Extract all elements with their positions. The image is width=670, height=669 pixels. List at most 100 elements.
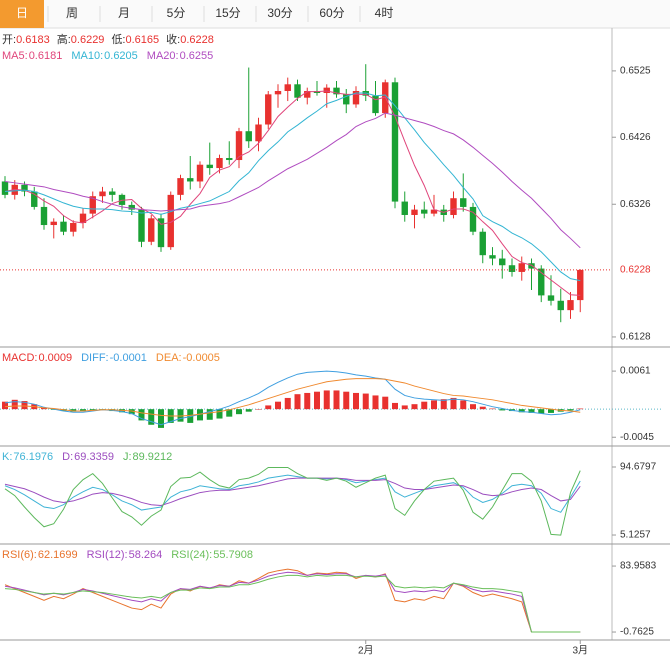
macd-bar xyxy=(528,409,535,413)
macd-bar xyxy=(333,390,340,410)
candle-body xyxy=(109,191,116,195)
macd-bar xyxy=(148,409,155,425)
tab-selected-bg xyxy=(0,0,44,28)
candle-body xyxy=(265,94,272,125)
y-tick-label: 0.6128 xyxy=(620,332,651,343)
legend-text: J: xyxy=(123,451,132,463)
indicator-line xyxy=(4,574,581,633)
macd-bar xyxy=(275,401,281,410)
macd-bar xyxy=(197,409,203,421)
candle-body xyxy=(430,209,438,214)
candle-body xyxy=(294,84,301,98)
legend-text: MACD: xyxy=(2,352,37,364)
macd-bar xyxy=(450,397,457,410)
legend-text: 76.1976 xyxy=(13,451,53,463)
macd-bar xyxy=(294,394,301,410)
candle-body xyxy=(167,194,174,248)
candle-body xyxy=(450,198,457,215)
legend-text: D: xyxy=(62,451,73,463)
legend-text: -0.0005 xyxy=(183,352,220,364)
last-price-label: 0.6228 xyxy=(620,265,651,276)
indicator-line xyxy=(4,571,581,633)
tab[interactable]: 15分 xyxy=(215,6,240,20)
macd-bar xyxy=(431,400,437,410)
tab[interactable]: 60分 xyxy=(319,6,344,20)
candle-body xyxy=(547,295,555,301)
legend-text: RSI(12): xyxy=(87,549,128,561)
macd-bar xyxy=(70,409,77,412)
candle-body xyxy=(187,178,194,182)
macd-bar xyxy=(343,391,350,410)
legend-text: MA5: xyxy=(2,50,28,62)
legend-text: 高: xyxy=(57,32,71,46)
candle-body xyxy=(333,87,340,95)
candle-body xyxy=(31,191,38,207)
candle-body xyxy=(421,209,428,214)
candle-body xyxy=(538,268,545,296)
candle-body xyxy=(499,258,506,266)
macd-bar xyxy=(470,404,476,410)
candle-body xyxy=(323,87,330,94)
tab[interactable]: 周 xyxy=(66,6,78,20)
macd-bar xyxy=(382,396,389,410)
legend-text: 0.6181 xyxy=(29,50,63,62)
candle-body xyxy=(489,255,496,259)
macd-bar xyxy=(411,404,418,410)
candle-body xyxy=(469,206,477,232)
candle-body xyxy=(391,82,399,202)
tab[interactable]: 日 xyxy=(16,6,28,20)
candle-body xyxy=(577,269,584,301)
tab-bar xyxy=(0,0,670,28)
y-tick-label: 0.6525 xyxy=(620,66,651,77)
legend-text: DIFF: xyxy=(81,352,109,364)
candle-body xyxy=(138,209,145,242)
macd-bar xyxy=(80,409,86,412)
legend-text: 开: xyxy=(2,34,16,46)
macd-bar xyxy=(567,409,574,411)
macd-bar xyxy=(518,409,525,413)
macd-bar xyxy=(255,409,262,410)
macd-bar xyxy=(216,409,223,419)
candle-body xyxy=(79,213,87,224)
legend-text: 收: xyxy=(166,32,180,46)
indicator-line xyxy=(4,467,581,536)
macd-bar xyxy=(2,401,8,410)
legend-text: 62.1699 xyxy=(38,549,78,561)
legend-text: 0.6228 xyxy=(180,34,214,46)
legend-text: RSI(6): xyxy=(2,549,37,561)
macd-bar xyxy=(236,409,242,415)
macd-bar xyxy=(440,399,447,410)
macd-bar xyxy=(187,409,194,423)
candle-body xyxy=(528,263,535,269)
macd-bar xyxy=(245,409,252,412)
candle-body xyxy=(352,90,360,105)
macd-bar xyxy=(11,399,18,410)
candle-body xyxy=(99,191,106,197)
tab[interactable]: 5分 xyxy=(167,6,186,20)
macd-bar xyxy=(158,409,164,428)
candle-body xyxy=(274,90,282,95)
macd-bar xyxy=(314,391,320,410)
macd-bar xyxy=(323,390,330,410)
macd-bar xyxy=(548,409,554,413)
macd-bar xyxy=(177,409,184,422)
indicator-line xyxy=(4,90,581,296)
candle-body xyxy=(508,265,516,272)
macd-bar xyxy=(206,409,213,420)
candle-body xyxy=(411,209,418,215)
y-tick-label: -0.0045 xyxy=(620,432,654,443)
macd-bar xyxy=(460,400,467,410)
macd-bar xyxy=(304,392,311,410)
candle-body xyxy=(40,206,48,226)
tab[interactable]: 4时 xyxy=(375,6,394,20)
tab[interactable]: 月 xyxy=(118,6,130,20)
tab[interactable]: 30分 xyxy=(267,6,292,20)
candle-body xyxy=(70,223,77,232)
candle-body xyxy=(157,218,165,248)
candle-body xyxy=(21,184,28,192)
legend-text: -0.0001 xyxy=(110,352,147,364)
candle-body xyxy=(479,231,486,256)
indicator-line xyxy=(4,112,581,249)
